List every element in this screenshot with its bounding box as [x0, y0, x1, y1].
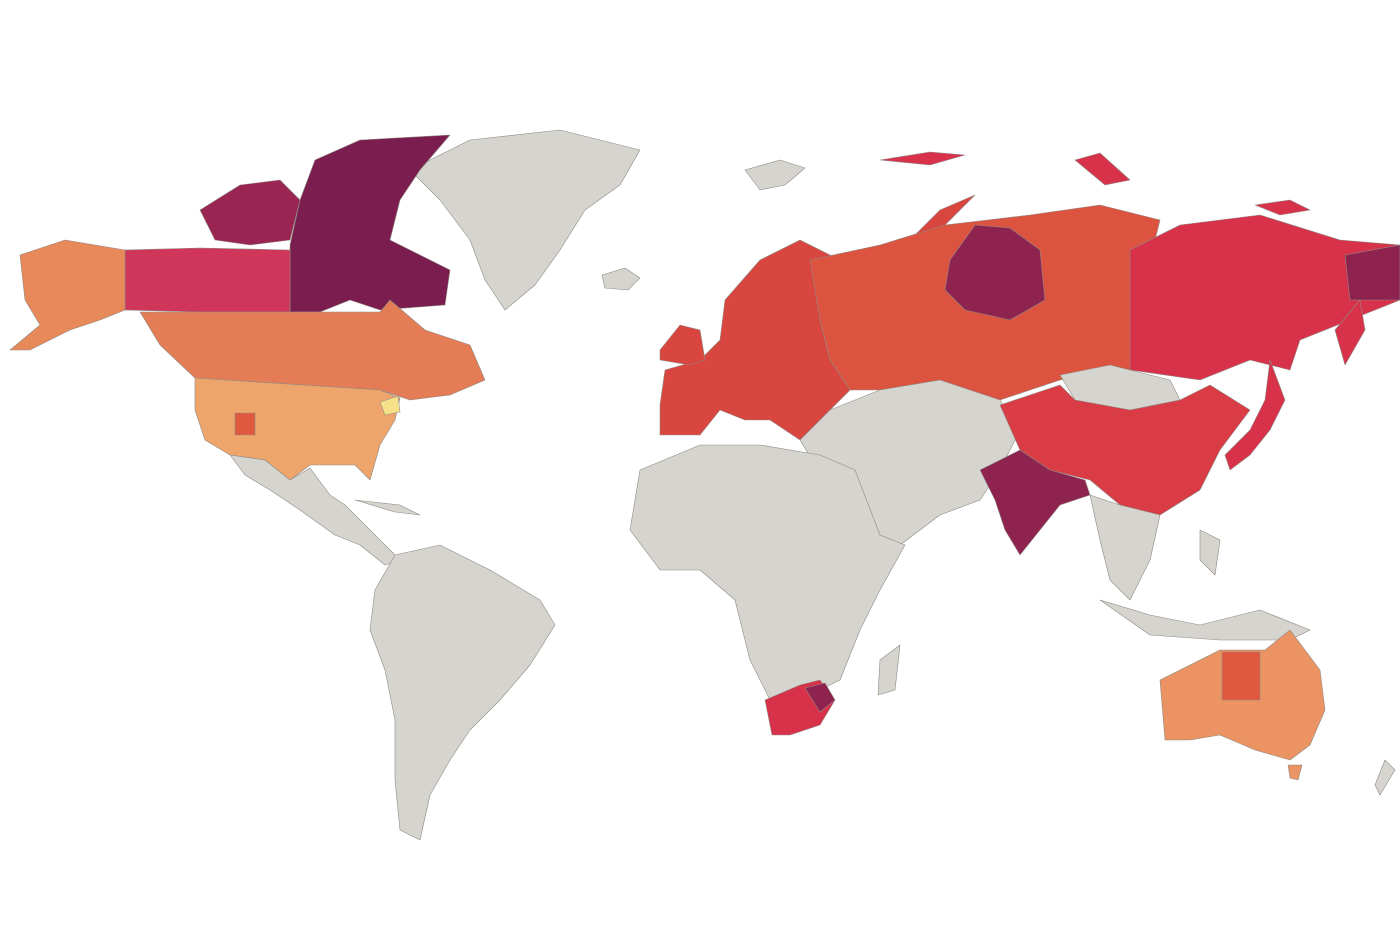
tasmania [1287, 764, 1303, 781]
iceland [601, 267, 641, 291]
arctic-islands [879, 151, 1311, 216]
south-america [369, 544, 556, 841]
russia-region-dark [944, 224, 1046, 321]
india [979, 449, 1091, 556]
us-state-highlight [234, 412, 256, 436]
uk-ireland [659, 324, 706, 366]
canada-islands [199, 179, 301, 246]
south-africa-region [804, 682, 836, 713]
new-zealand [1374, 759, 1396, 796]
greenland [409, 129, 641, 311]
alaska [9, 239, 126, 351]
russia-far-east [1344, 244, 1400, 301]
us-state-light [379, 395, 401, 416]
philippines [1199, 529, 1221, 576]
madagascar [877, 644, 901, 696]
africa [629, 444, 906, 701]
australia-territory [1221, 651, 1261, 701]
indonesia [1099, 599, 1311, 641]
southeast-asia [1089, 494, 1161, 601]
caribbean [354, 499, 421, 516]
svalbard [744, 159, 806, 191]
mexico-central-america [229, 454, 401, 566]
kamchatka [1334, 299, 1366, 366]
china [999, 384, 1251, 516]
canada-west [124, 247, 291, 313]
united-states [194, 377, 401, 481]
canada-north [289, 134, 451, 313]
japan [1224, 359, 1286, 471]
canada-south [139, 299, 486, 401]
